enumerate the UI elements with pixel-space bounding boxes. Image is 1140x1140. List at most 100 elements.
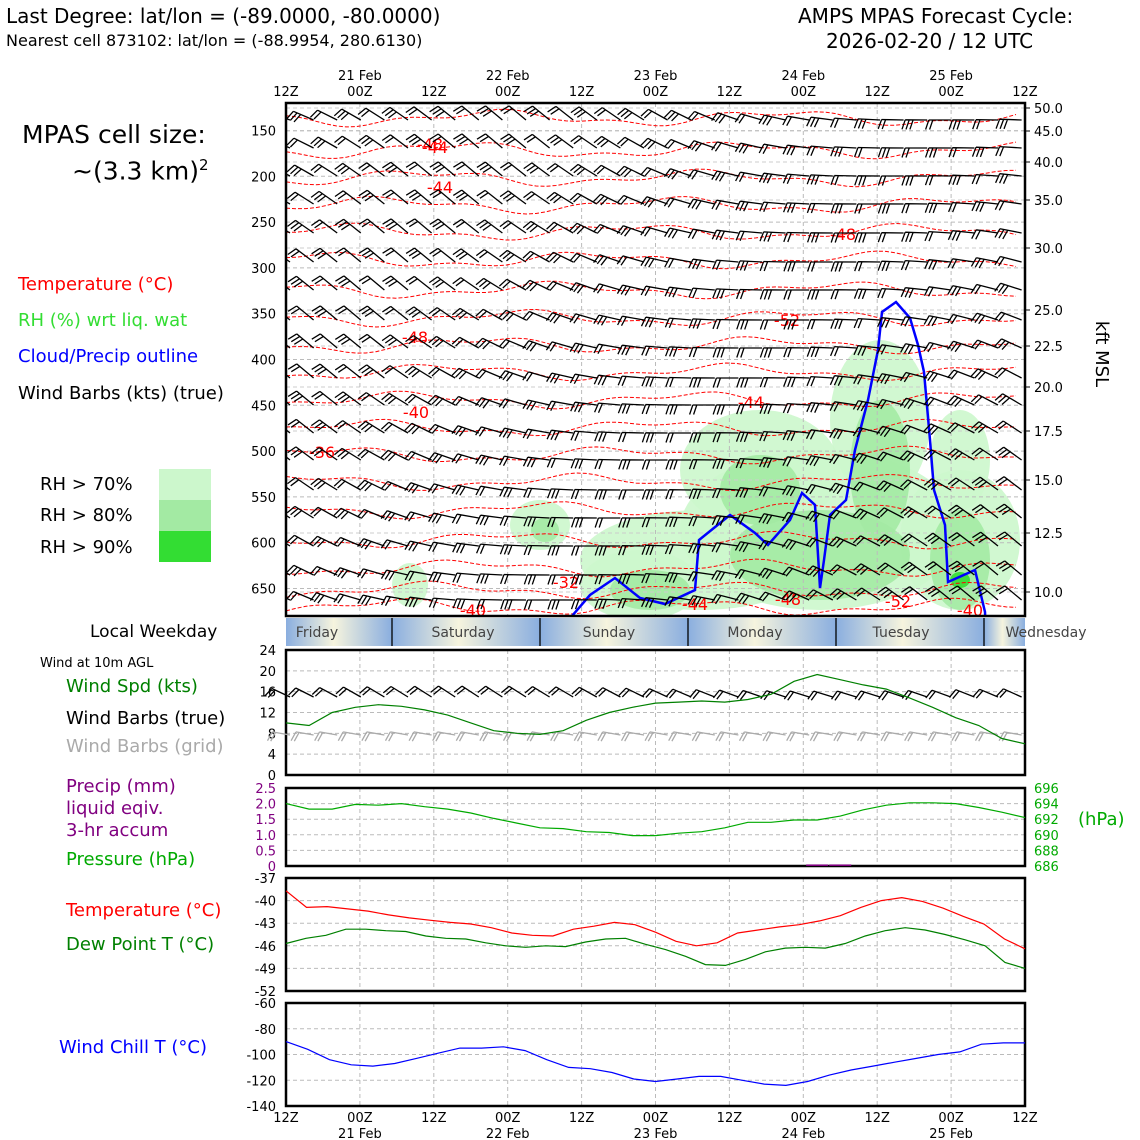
wind-barb xyxy=(948,504,975,519)
wind-barb xyxy=(948,147,975,158)
wind-barb xyxy=(829,345,857,357)
wind-barb xyxy=(734,568,763,580)
y-tick-label: -60 xyxy=(255,997,276,1012)
rh-region xyxy=(730,510,910,600)
legend-temperature-lower: Temperature (°C) xyxy=(66,900,222,921)
wind-barb xyxy=(924,585,952,601)
wind-barb xyxy=(899,424,928,435)
wind-barb xyxy=(309,592,338,604)
wind-barb xyxy=(994,393,1022,406)
wind-barb xyxy=(900,343,928,355)
wind-barb xyxy=(735,171,763,183)
wind-barb xyxy=(546,134,574,149)
wind-barb xyxy=(901,231,928,243)
wind-barb xyxy=(380,421,409,434)
wind-barb xyxy=(853,374,881,385)
wind-barb xyxy=(946,340,975,353)
wind-barb xyxy=(806,174,833,185)
temperature-contour xyxy=(286,108,1017,128)
wind-barb xyxy=(546,488,574,499)
wind-barb xyxy=(901,203,928,214)
wind-barb xyxy=(972,119,999,130)
header-forecast-cycle: AMPS MPAS Forecast Cycle: xyxy=(798,4,1074,28)
wind-barb xyxy=(569,222,598,235)
wind-barb xyxy=(948,174,975,186)
wind-barb xyxy=(665,516,692,528)
wind-barb xyxy=(688,432,715,443)
wind-barb-true xyxy=(783,690,810,701)
wind-barb xyxy=(830,146,857,157)
y-tick-label: -40 xyxy=(255,895,276,910)
wind-barb xyxy=(759,403,786,415)
wind-barb xyxy=(616,225,645,237)
legend-rh80-label: RH > 80% xyxy=(40,505,133,526)
wind-barb xyxy=(594,517,621,528)
y-tick-label: 12 xyxy=(259,707,276,722)
wind-barb xyxy=(947,369,975,380)
wind-barb xyxy=(972,585,999,601)
wind-barb xyxy=(805,455,833,467)
temperature-contour-label: -40 xyxy=(460,601,486,620)
wind-barb xyxy=(995,560,1023,576)
wind-barb xyxy=(759,377,786,388)
wind-barb xyxy=(523,133,551,149)
wind-barb xyxy=(547,545,574,556)
wind-barb xyxy=(404,450,432,461)
top-time-tick-label: 12Z xyxy=(864,85,890,100)
y-tick-label: 1.0 xyxy=(255,829,276,844)
wind-barb xyxy=(830,174,857,186)
header-nearest-cell: Nearest cell 873102: lat/lon = (-88.9954… xyxy=(6,31,423,50)
wind-barb xyxy=(594,574,621,585)
wind-barb xyxy=(618,489,644,500)
wind-barb xyxy=(782,402,810,414)
wind-barb xyxy=(994,282,1022,295)
wind-barb xyxy=(381,392,409,406)
wind-barb xyxy=(334,247,362,263)
legend-windchill: Wind Chill T (°C) xyxy=(59,1037,207,1058)
wind-barb xyxy=(333,507,362,520)
wind-barb xyxy=(452,248,480,263)
wind-barb xyxy=(664,317,692,328)
top-time-tick-label: 12Z xyxy=(273,85,299,100)
wind-barb xyxy=(876,534,904,547)
wind-barb xyxy=(594,489,621,500)
wind-barb xyxy=(594,402,621,413)
wind-barb-grid xyxy=(644,731,668,742)
wind-barb xyxy=(711,170,739,182)
wind-barb xyxy=(829,564,857,576)
wind-barb xyxy=(287,219,314,234)
wind-barb-grid xyxy=(927,731,951,742)
wind-barb xyxy=(877,118,904,130)
pressure-tick-label: 200 xyxy=(251,170,276,185)
wind-barb xyxy=(664,543,692,555)
wind-barb xyxy=(475,485,503,497)
wind-barb xyxy=(947,313,975,325)
wind-barb xyxy=(687,228,715,240)
wind-barb xyxy=(498,427,527,439)
wind-barb xyxy=(310,419,338,434)
wind-barb xyxy=(451,367,480,380)
wind-barb xyxy=(382,247,409,263)
wind-barb xyxy=(901,147,928,158)
legend-wind: Wind Barbs (kts) (true) xyxy=(18,383,224,404)
wind-barb xyxy=(404,511,432,522)
wind-barb xyxy=(758,567,786,580)
wind-barb xyxy=(782,144,810,156)
bottom-time-tick-label: 00Z xyxy=(347,1111,373,1126)
wind-barb xyxy=(429,133,456,149)
wind-barb xyxy=(852,535,881,547)
wind-barb xyxy=(971,421,999,434)
top-time-tick-label: 00Z xyxy=(347,85,373,100)
wind-barb xyxy=(688,459,715,470)
wind-barb-true xyxy=(830,690,857,701)
wind-barb xyxy=(994,228,1022,240)
wind-barb xyxy=(994,338,1022,351)
wind-barb xyxy=(475,308,503,321)
kft-tick-label: 20.0 xyxy=(1034,381,1063,396)
wind-barb xyxy=(428,541,456,553)
wind-barb xyxy=(923,423,952,436)
wind-barb xyxy=(357,448,385,461)
wind-barb-true xyxy=(406,685,432,698)
wind-barb xyxy=(593,107,621,121)
wind-barb xyxy=(523,574,550,585)
